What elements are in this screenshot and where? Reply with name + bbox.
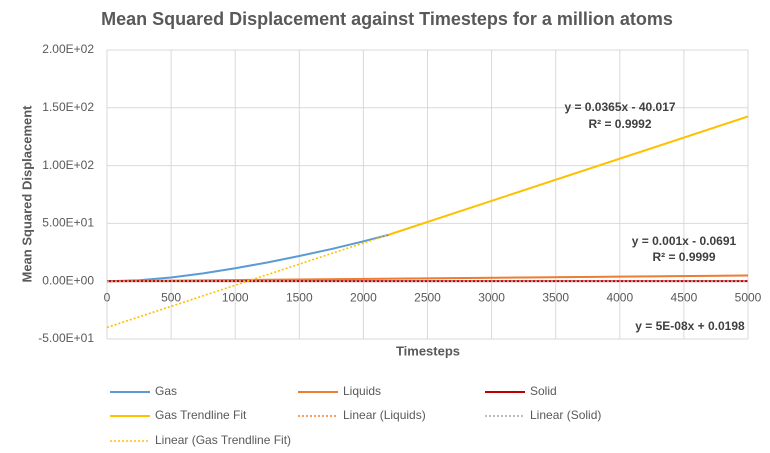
series-line <box>106 115 749 329</box>
y-axis-label: Mean Squared Displacement <box>19 105 34 283</box>
x-tick-label: 4000 <box>606 290 633 304</box>
y-tick-label: 1.00E+02 <box>42 158 94 172</box>
x-tick-label: 2500 <box>414 290 441 304</box>
legend-label: Solid <box>530 384 557 398</box>
y-tick-label: 1.50E+02 <box>42 100 94 114</box>
x-tick-label: 3500 <box>542 290 569 304</box>
x-tick-label: 1500 <box>286 290 313 304</box>
x-tick-label: 5000 <box>735 290 762 304</box>
legend-label: Linear (Solid) <box>530 408 601 422</box>
x-tick-label: 3000 <box>478 290 505 304</box>
legend-label: Linear (Gas Trendline Fit) <box>155 433 291 447</box>
y-tick-label: 0.00E+00 <box>42 273 94 287</box>
legend-label: Gas Trendline Fit <box>155 408 247 422</box>
x-axis-label: Timesteps <box>396 343 460 358</box>
y-tick-label: 5.00E+01 <box>42 216 94 230</box>
x-tick-label: 500 <box>161 290 181 304</box>
series-line <box>106 233 390 283</box>
x-tick-label: 1000 <box>222 290 249 304</box>
trendline-equation: y = 0.0365x - 40.017 <box>564 100 675 114</box>
legend-label: Linear (Liquids) <box>343 408 426 422</box>
x-tick-label: 2000 <box>350 290 377 304</box>
series-line <box>106 274 749 283</box>
trendline-equation: R² = 0.9992 <box>588 117 651 131</box>
trendline-equation: R² = 0.9999 <box>652 250 715 264</box>
chart-title: Mean Squared Displacement against Timest… <box>101 9 673 29</box>
y-tick-label: 2.00E+02 <box>42 42 94 56</box>
legend-label: Liquids <box>343 384 381 398</box>
x-tick-label: 4500 <box>671 290 698 304</box>
trendline-equation: y = 5E-08x + 0.0198 <box>635 319 745 333</box>
legend-label: Gas <box>155 384 177 398</box>
x-tick-label: 0 <box>104 290 111 304</box>
trendline-equation: y = 0.001x - 0.0691 <box>632 234 737 248</box>
y-tick-label: -5.00E+01 <box>38 331 94 345</box>
